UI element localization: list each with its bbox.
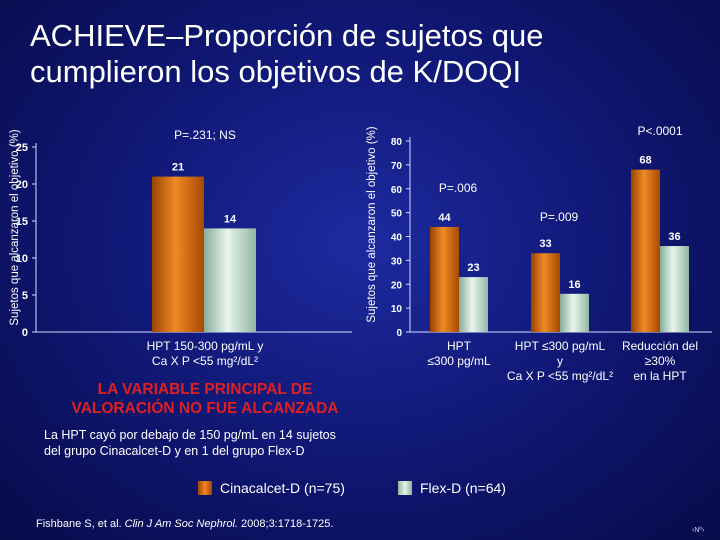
bar-value-label-right: 16 bbox=[568, 279, 580, 291]
primary-endpoint-note-line1: LA VARIABLE PRINCIPAL DE bbox=[97, 381, 313, 398]
legend-flexd-swatch bbox=[398, 481, 412, 495]
slide-number: ‹Nº› bbox=[692, 527, 705, 534]
legend-flexd: Flex-D (n=64) bbox=[398, 480, 506, 496]
category-label-right: HPT ≤300 pg/mL bbox=[515, 339, 606, 353]
y-tick-label-left: 5 bbox=[22, 290, 28, 302]
p-value-annotation-left: P=.231; NS bbox=[174, 128, 236, 142]
y-tick-label-left: 10 bbox=[16, 253, 28, 265]
y-tick-label-left: 25 bbox=[16, 142, 28, 154]
y-tick-label-left: 20 bbox=[16, 179, 28, 191]
legend-flexd-label: Flex-D (n=64) bbox=[420, 480, 506, 496]
category-label-left: HPT 150-300 pg/mL y bbox=[147, 339, 264, 353]
bar-value-label-left: 14 bbox=[224, 213, 237, 225]
y-tick-label-right: 30 bbox=[391, 256, 403, 267]
legend-cinacalcet: Cinacalcet-D (n=75) bbox=[198, 480, 345, 496]
bar-value-label-right: 68 bbox=[639, 155, 651, 167]
reference-authors: Fishbane S, et al. bbox=[36, 518, 125, 530]
legend-cinacalcet-swatch bbox=[198, 481, 212, 495]
slide-title-line2: cumplieron los objetivos de K/DOQI bbox=[30, 54, 522, 89]
reference-citation: Fishbane S, et al. Clin J Am Soc Nephrol… bbox=[36, 518, 333, 530]
category-label-right: en la HPT bbox=[633, 369, 687, 383]
primary-endpoint-note: LA VARIABLE PRINCIPAL DE VALORACIÓN NO F… bbox=[40, 380, 370, 418]
bar-right-cinacalcet bbox=[631, 169, 660, 332]
bar-right-flexd bbox=[560, 293, 589, 332]
hpt-footnote: La HPT cayó por debajo de 150 pg/mL en 1… bbox=[44, 428, 336, 458]
bar-right-flexd bbox=[660, 246, 689, 332]
y-tick-label-right: 50 bbox=[391, 209, 403, 220]
bar-value-label-left: 21 bbox=[172, 162, 184, 174]
y-tick-label-right: 80 bbox=[391, 137, 403, 148]
y-tick-label-left: 0 bbox=[22, 327, 28, 339]
category-label-right: ≥30% bbox=[645, 354, 676, 368]
primary-endpoint-note-line2: VALORACIÓN NO FUE ALCANZADA bbox=[71, 400, 339, 417]
y-tick-label-right: 20 bbox=[391, 280, 403, 291]
category-label-right: Ca X P <55 mg²/dL² bbox=[507, 369, 613, 383]
bar-value-label-right: 44 bbox=[438, 212, 451, 224]
reference-details: 2008;3:1718-1725. bbox=[237, 518, 334, 530]
y-axis-label-right: Sujetos que alcanzaron el objetivo (%) bbox=[366, 126, 378, 322]
y-tick-label-right: 60 bbox=[391, 185, 403, 196]
category-label-left: Ca X P <55 mg²/dL² bbox=[152, 354, 258, 368]
slide-title-line1: ACHIEVE–Proporción de sujetos que bbox=[30, 18, 544, 53]
y-tick-label-right: 0 bbox=[396, 328, 402, 339]
y-tick-label-left: 15 bbox=[16, 216, 28, 228]
bar-right-flexd bbox=[459, 277, 488, 332]
bar-right-cinacalcet bbox=[531, 253, 560, 332]
bar-left-cinacalcet bbox=[152, 176, 204, 332]
p-value-annotation-right: P=.006 bbox=[439, 181, 478, 195]
category-label-right: ≤300 pg/mL bbox=[427, 354, 491, 368]
p-value-annotation-right: P<.0001 bbox=[637, 124, 682, 138]
category-label-right: HPT bbox=[447, 339, 472, 353]
legend-cinacalcet-label: Cinacalcet-D (n=75) bbox=[220, 480, 345, 496]
category-label-right: Reducción del bbox=[622, 339, 698, 353]
bar-value-label-right: 36 bbox=[668, 231, 680, 243]
y-tick-label-right: 40 bbox=[391, 233, 403, 244]
y-axis-label-left: Sujetos que alcanzaron el objetivo (%) bbox=[9, 129, 21, 325]
slide-title: ACHIEVE–Proporción de sujetos que cumpli… bbox=[30, 18, 670, 90]
category-label-right: y bbox=[557, 354, 563, 368]
y-tick-label-right: 10 bbox=[391, 304, 403, 315]
reference-journal: Clin J Am Soc Nephrol. bbox=[124, 518, 238, 530]
y-tick-label-right: 70 bbox=[391, 161, 403, 172]
bar-right-cinacalcet bbox=[430, 226, 459, 332]
bar-left-flexd bbox=[204, 228, 256, 332]
bar-value-label-right: 23 bbox=[467, 262, 479, 274]
p-value-annotation-right: P=.009 bbox=[540, 210, 579, 224]
bar-value-label-right: 33 bbox=[539, 238, 551, 250]
